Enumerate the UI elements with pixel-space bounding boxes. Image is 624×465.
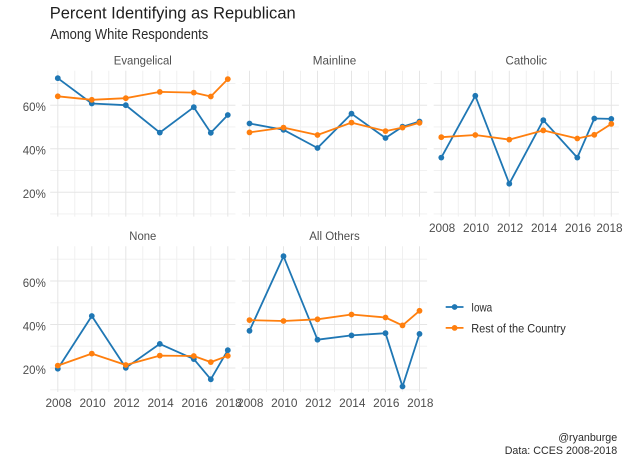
svg-text:2008: 2008 bbox=[237, 396, 264, 410]
svg-text:Evangelical: Evangelical bbox=[114, 53, 172, 67]
svg-text:40%: 40% bbox=[23, 320, 46, 334]
svg-text:2012: 2012 bbox=[305, 396, 332, 410]
svg-text:2014: 2014 bbox=[339, 396, 366, 410]
svg-text:Catholic: Catholic bbox=[506, 53, 548, 67]
svg-text:2010: 2010 bbox=[271, 396, 298, 410]
svg-text:2008: 2008 bbox=[429, 221, 456, 235]
svg-text:2016: 2016 bbox=[373, 396, 400, 410]
svg-text:Iowa: Iowa bbox=[471, 300, 492, 314]
svg-text:All Others: All Others bbox=[309, 229, 360, 243]
svg-text:2008: 2008 bbox=[45, 396, 72, 410]
svg-text:2010: 2010 bbox=[463, 221, 490, 235]
svg-text:Among White Respondents: Among White Respondents bbox=[50, 26, 208, 43]
svg-text:Percent Identifying as Republi: Percent Identifying as Republican bbox=[50, 4, 296, 23]
svg-text:40%: 40% bbox=[23, 144, 46, 158]
svg-text:Data: CCES 2008-2018: Data: CCES 2008-2018 bbox=[505, 445, 618, 457]
svg-text:2014: 2014 bbox=[147, 396, 174, 410]
svg-text:2014: 2014 bbox=[531, 221, 558, 235]
svg-text:2010: 2010 bbox=[79, 396, 106, 410]
svg-text:@ryanburge: @ryanburge bbox=[558, 432, 617, 444]
svg-text:None: None bbox=[129, 229, 156, 243]
svg-text:60%: 60% bbox=[23, 276, 46, 290]
svg-text:2018: 2018 bbox=[596, 221, 623, 235]
svg-text:20%: 20% bbox=[23, 363, 46, 377]
svg-text:2012: 2012 bbox=[497, 221, 524, 235]
svg-text:2016: 2016 bbox=[181, 396, 208, 410]
svg-text:20%: 20% bbox=[23, 187, 46, 201]
svg-text:Rest of the Country: Rest of the Country bbox=[471, 321, 566, 335]
svg-text:2018: 2018 bbox=[407, 396, 434, 410]
svg-text:60%: 60% bbox=[23, 100, 46, 114]
svg-text:2018: 2018 bbox=[215, 396, 242, 410]
svg-text:Mainline: Mainline bbox=[313, 53, 357, 67]
svg-text:2016: 2016 bbox=[565, 221, 592, 235]
svg-text:2012: 2012 bbox=[113, 396, 140, 410]
